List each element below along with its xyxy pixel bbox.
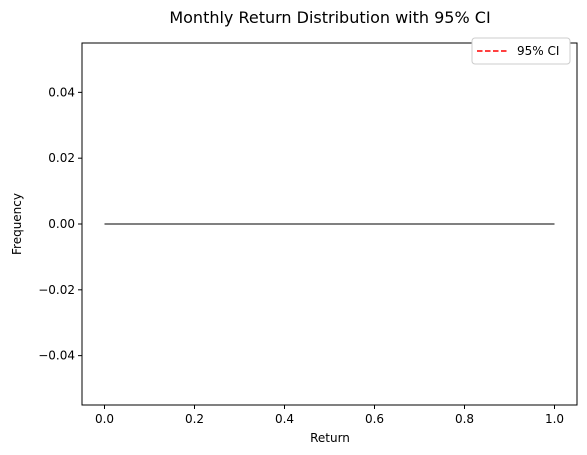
- x-tick-label: 0.4: [275, 412, 294, 426]
- legend-label-95ci: 95% CI: [517, 44, 559, 58]
- legend: 95% CI: [471, 37, 571, 65]
- x-axis-label: Return: [310, 431, 350, 445]
- x-axis-ticks: 0.0 0.2 0.4 0.6 0.8 1.0: [95, 405, 564, 426]
- x-tick-label: 1.0: [545, 412, 564, 426]
- plot-area: 0.0 0.2 0.4 0.6 0.8 1.0 −0.04 −0.02 0.00 0.02 0.0…: [38, 42, 578, 426]
- y-tick-label: −0.04: [38, 349, 75, 363]
- legend-box: [471, 37, 571, 65]
- x-tick-label: 0.2: [185, 412, 204, 426]
- y-axis-label: Frequency: [10, 193, 24, 255]
- x-tick-label: 0.8: [455, 412, 474, 426]
- y-tick-label: 0.00: [48, 217, 75, 231]
- x-tick-label: 0.0: [95, 412, 114, 426]
- y-axis-ticks: −0.04 −0.02 0.00 0.02 0.04: [38, 85, 82, 363]
- chart-title: Monthly Return Distribution with 95% CI: [169, 8, 490, 27]
- y-tick-label: −0.02: [38, 283, 75, 297]
- y-tick-label: 0.02: [48, 151, 75, 165]
- x-tick-label: 0.6: [365, 412, 384, 426]
- y-tick-label: 0.04: [48, 85, 75, 99]
